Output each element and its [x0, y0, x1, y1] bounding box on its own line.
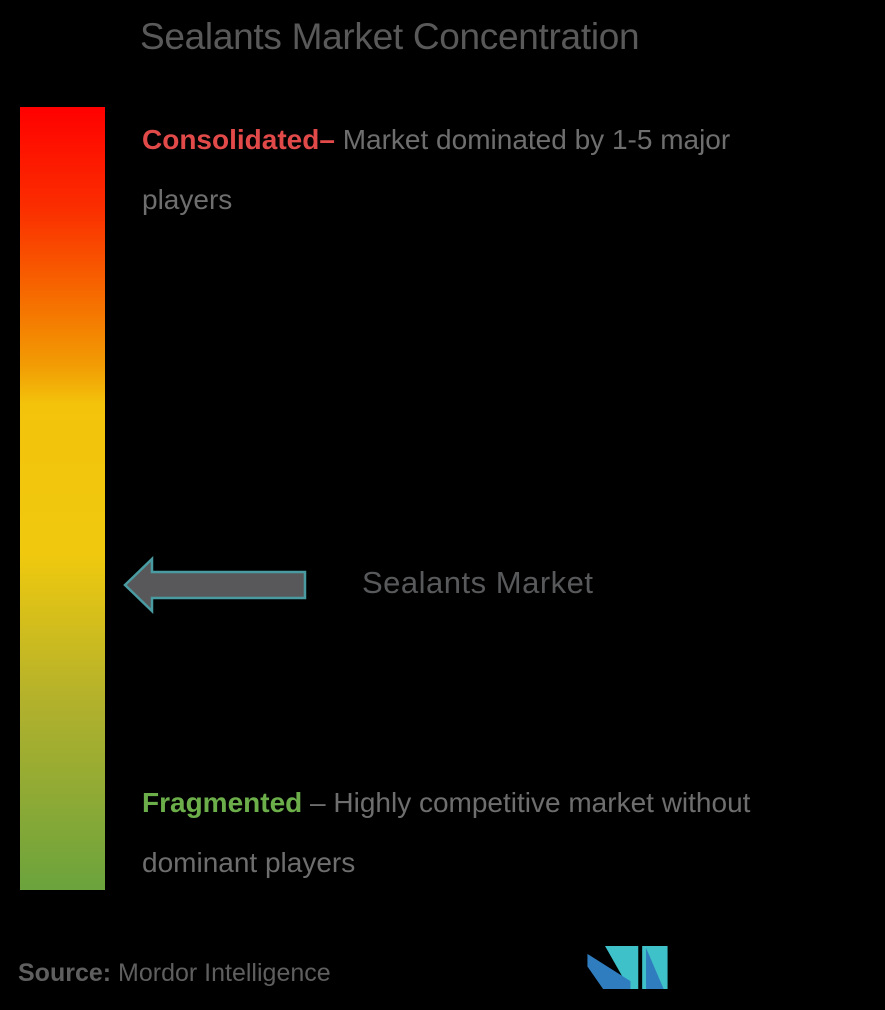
- consolidated-text: Market dominated by 1-5 major players: [142, 124, 731, 215]
- consolidated-description: Consolidated– Market dominated by 1-5 ma…: [142, 110, 822, 230]
- source-prefix: Source:: [18, 959, 112, 987]
- source-line: Source: Mordor Intelligence: [18, 958, 331, 988]
- mordor-intelligence-logo: [587, 946, 668, 989]
- indicator-label: Sealants Market: [362, 565, 594, 600]
- fragmented-description: Fragmented – Highly competitive market w…: [142, 773, 862, 893]
- concentration-gradient-bar: [20, 107, 105, 890]
- fragmented-label: Fragmented: [142, 787, 303, 818]
- logo-m-teal-shape: [605, 946, 639, 989]
- page-title: Sealants Market Concentration: [140, 16, 640, 57]
- left-arrow-shape: [123, 556, 307, 614]
- fragmented-text: – Highly competitive market without domi…: [142, 787, 751, 878]
- logo-i-blue-triangle: [646, 947, 664, 989]
- logo-m-blue-stroke: [587, 953, 631, 989]
- source-text: Mordor Intelligence: [111, 959, 331, 987]
- left-arrow-icon: [123, 556, 307, 614]
- consolidated-label: Consolidated–: [142, 124, 335, 155]
